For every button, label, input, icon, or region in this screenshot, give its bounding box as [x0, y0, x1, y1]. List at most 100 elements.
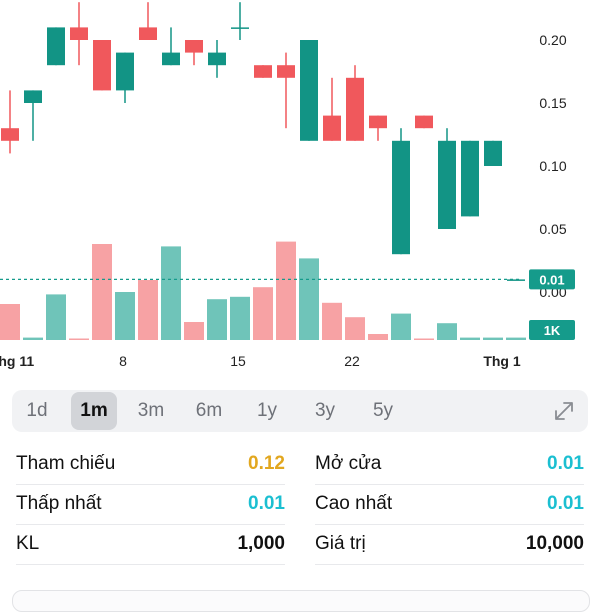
volume-bar [207, 299, 227, 340]
candle-body [70, 27, 88, 40]
volume-bar [506, 337, 526, 340]
candle-body [507, 279, 525, 281]
candle[interactable] [300, 40, 318, 141]
volume-bar [230, 296, 250, 340]
stat-high-value: 0.01 [547, 493, 584, 514]
candle[interactable] [277, 52, 295, 129]
candle[interactable] [162, 27, 180, 66]
candle[interactable] [507, 279, 525, 281]
candle[interactable] [231, 2, 249, 40]
stat-volume: KL 1,000 [16, 524, 285, 565]
candle-body [277, 65, 295, 78]
candle-body [139, 27, 157, 40]
volume-bar [368, 334, 388, 340]
candle-body [93, 40, 111, 91]
volume-bar [23, 337, 43, 340]
volume-bar [184, 322, 204, 340]
stat-low-value: 0.01 [248, 493, 285, 514]
candle[interactable] [208, 40, 226, 78]
range-3y-button[interactable]: 3y [314, 400, 336, 421]
stat-open-label: Mở cửa [315, 453, 382, 474]
candle[interactable] [346, 65, 364, 141]
volume-bar [414, 338, 434, 340]
volume-badge: 1K [529, 320, 575, 340]
candle-body [392, 140, 410, 255]
volume-bar [345, 317, 365, 340]
candle[interactable] [323, 77, 341, 141]
candle-body [369, 115, 387, 129]
volume-bar [161, 246, 181, 340]
range-1d-button[interactable]: 1d [26, 400, 48, 421]
volume-layer [0, 241, 526, 340]
date-tick-label: Thg 11 [0, 353, 34, 369]
volume-bar [299, 258, 319, 340]
candle-body [1, 128, 19, 141]
range-3m-button[interactable]: 3m [137, 400, 165, 421]
range-5y-button[interactable]: 5y [372, 400, 394, 421]
candle-body [116, 52, 134, 91]
candle-body [185, 40, 203, 53]
stat-high-label: Cao nhất [315, 493, 393, 514]
last-price-badge: 0.01 [529, 269, 575, 290]
volume-bar [92, 244, 112, 340]
candle[interactable] [47, 27, 65, 66]
candle[interactable] [438, 128, 456, 229]
volume-bar [322, 302, 342, 340]
candle[interactable] [484, 140, 502, 166]
date-tick-label: 8 [119, 353, 127, 369]
volume-bar [115, 292, 135, 340]
stat-volume-label: KL [16, 533, 40, 554]
date-tick-label: 15 [230, 353, 246, 369]
stat-reference-label: Tham chiếu [16, 453, 116, 474]
candle-body [162, 52, 180, 66]
candle-body [461, 140, 479, 217]
stat-open: Mở cửa 0.01 [315, 444, 584, 485]
range-1m-button[interactable]: 1m [71, 392, 117, 430]
stat-open-value: 0.01 [547, 453, 584, 474]
candle[interactable] [392, 128, 410, 255]
candle[interactable] [1, 90, 19, 154]
volume-bar [253, 287, 273, 340]
range-selector: 1d 1m 3m 6m 1y 3y 5y [12, 390, 588, 432]
candle[interactable] [369, 115, 387, 141]
volume-bar [391, 313, 411, 340]
range-6m-button[interactable]: 6m [195, 400, 223, 421]
candle[interactable] [254, 65, 272, 78]
candle-body [415, 115, 433, 129]
candle[interactable] [415, 115, 433, 129]
stat-low: Thấp nhất 0.01 [16, 484, 285, 525]
volume-bar [138, 280, 158, 340]
candle[interactable] [116, 52, 134, 103]
date-tick-label: 22 [344, 353, 360, 369]
volume-bar [69, 338, 89, 340]
stat-low-label: Thấp nhất [16, 493, 102, 514]
candle-body [208, 52, 226, 66]
candle[interactable] [185, 40, 203, 66]
price-tick-label: 0.10 [539, 158, 566, 174]
candle[interactable] [93, 40, 111, 91]
expand-icon[interactable] [550, 397, 578, 425]
volume-bar [0, 304, 20, 340]
candle[interactable] [139, 2, 157, 40]
stat-value-value: 10,000 [525, 533, 584, 554]
price-axis: 0.200.150.100.050.00 [539, 32, 566, 300]
candle-body [47, 27, 65, 66]
price-tick-label: 0.15 [539, 95, 566, 111]
candles-layer [1, 2, 525, 281]
stat-volume-value: 1,000 [237, 533, 285, 554]
range-1y-button[interactable]: 1y [256, 400, 278, 421]
price-tick-label: 0.05 [539, 221, 566, 237]
price-tick-label: 0.20 [539, 32, 566, 48]
volume-bar [437, 323, 457, 340]
stat-high: Cao nhất 0.01 [315, 484, 584, 525]
candle[interactable] [461, 140, 479, 217]
candle-body [24, 90, 42, 103]
stat-reference: Tham chiếu 0.12 [16, 444, 285, 485]
last-price-label: 0.01 [539, 272, 564, 287]
stat-value-label: Giá trị [315, 533, 366, 554]
date-axis: Thg 11 8 15 22 Thg 1 [0, 353, 521, 369]
candle[interactable] [70, 2, 88, 66]
candle-body [254, 65, 272, 78]
candle[interactable] [24, 90, 42, 141]
